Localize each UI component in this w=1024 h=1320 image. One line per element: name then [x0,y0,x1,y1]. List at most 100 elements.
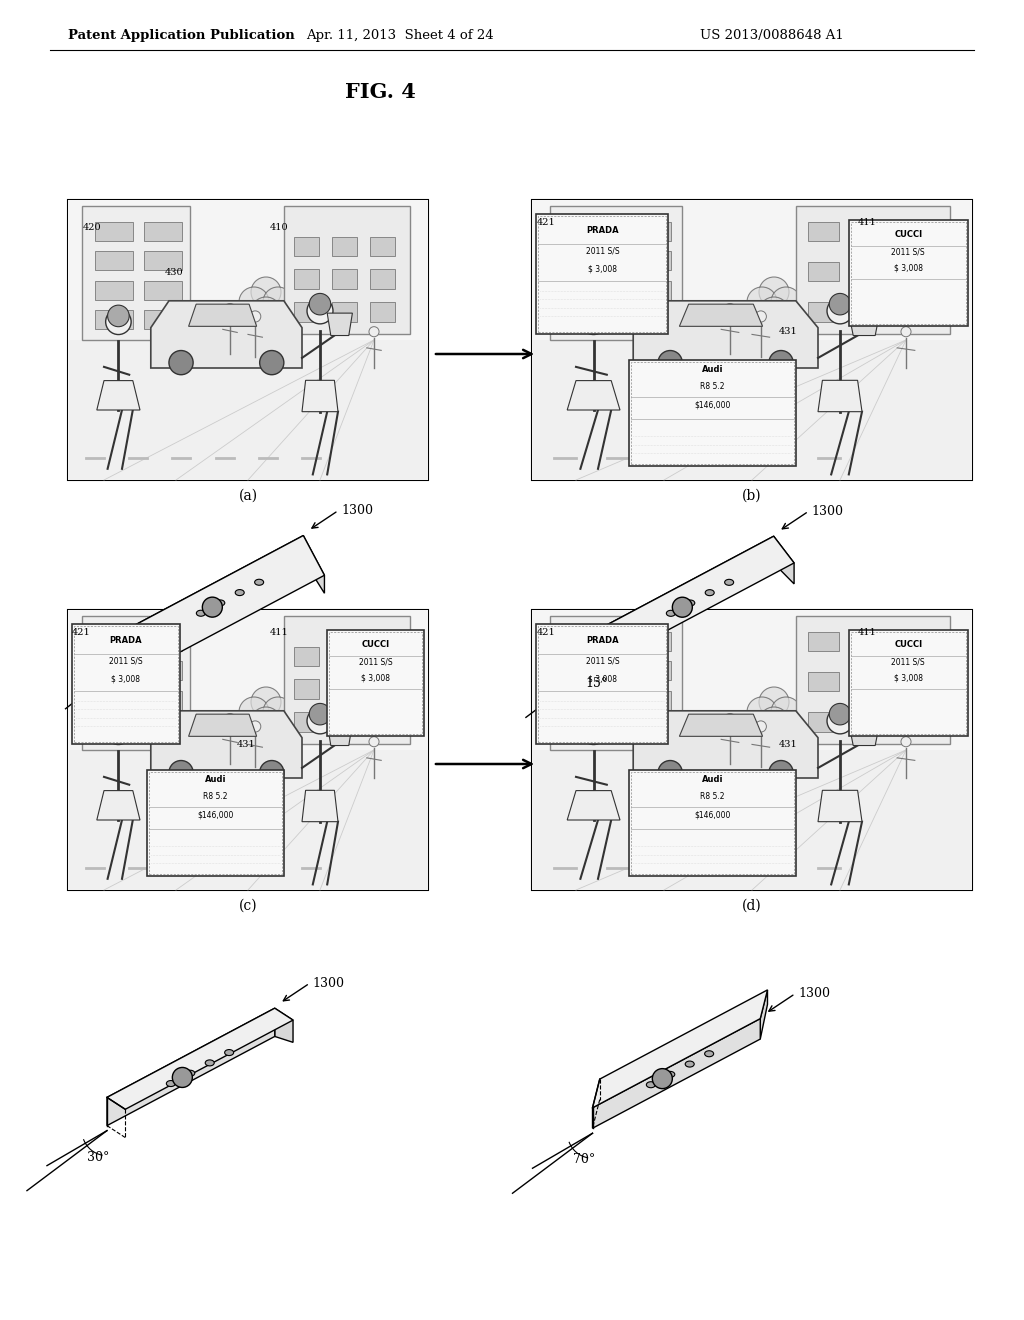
Ellipse shape [705,1051,714,1057]
Circle shape [307,708,333,734]
Bar [565,251,611,271]
Bar [631,362,794,465]
Bar [625,251,671,271]
Bar [332,713,357,731]
Text: 431: 431 [778,327,797,337]
Text: 410: 410 [269,223,288,232]
Polygon shape [106,1008,293,1109]
Bar [370,713,395,731]
Ellipse shape [667,610,676,616]
Bar [150,772,282,874]
Circle shape [169,760,194,784]
Bar [532,341,972,480]
Polygon shape [188,304,257,326]
Bar [550,206,682,341]
Circle shape [583,305,604,326]
Circle shape [827,298,853,323]
Text: 1300: 1300 [341,504,374,517]
Text: 1300: 1300 [812,504,844,517]
Bar [370,302,395,322]
Bar [625,632,671,651]
Text: (b): (b) [742,488,762,503]
Bar [144,281,182,300]
Circle shape [369,737,379,747]
Ellipse shape [166,1081,175,1086]
Circle shape [105,309,131,334]
Polygon shape [606,536,774,652]
Circle shape [759,277,790,308]
Bar [625,721,671,739]
Polygon shape [302,791,338,821]
Text: Audi: Audi [701,366,723,375]
Polygon shape [97,791,140,820]
Text: FIG. 4: FIG. 4 [344,82,416,102]
Text: $ 3,008: $ 3,008 [361,673,390,682]
Polygon shape [567,380,620,411]
Bar [370,680,395,698]
Bar [68,610,428,750]
Bar [901,302,932,322]
Polygon shape [818,791,862,821]
Bar [147,770,284,876]
Bar [625,661,671,680]
Circle shape [239,286,269,317]
Circle shape [583,715,604,737]
Polygon shape [302,380,338,412]
Bar [95,222,133,240]
Polygon shape [593,1019,760,1129]
Bar [294,713,319,731]
Bar [901,263,932,281]
Text: 411: 411 [269,628,289,636]
Bar [854,672,886,692]
Text: 411: 411 [858,218,877,227]
Text: 2011 S/S: 2011 S/S [586,657,620,665]
Text: 421: 421 [72,628,90,636]
Bar [851,631,966,734]
Bar [332,302,357,322]
Text: 420: 420 [82,223,101,232]
Bar [68,610,428,890]
Bar [294,647,319,667]
Bar [95,281,133,300]
Polygon shape [818,380,862,412]
Bar [550,615,682,750]
Polygon shape [606,536,794,652]
Circle shape [759,708,790,737]
Polygon shape [303,536,325,593]
Circle shape [652,1069,673,1089]
Bar [284,206,410,334]
Circle shape [746,286,777,317]
Bar [95,721,133,739]
Circle shape [260,351,284,375]
Bar [370,236,395,256]
Bar [95,632,133,651]
Bar [284,615,410,744]
Bar [332,680,357,698]
Bar [565,632,611,651]
Text: $ 3,008: $ 3,008 [111,675,140,684]
Polygon shape [135,536,325,664]
Bar [95,690,133,710]
Text: $ 3,008: $ 3,008 [894,264,923,273]
Text: CUCCI: CUCCI [894,230,923,239]
Text: $ 3,008: $ 3,008 [588,265,616,273]
Polygon shape [760,990,768,1039]
Text: CUCCI: CUCCI [894,640,923,648]
Text: $146,000: $146,000 [694,810,730,820]
Text: Audi: Audi [701,775,723,784]
Text: (d): (d) [742,899,762,913]
Bar [68,750,428,890]
Circle shape [759,686,790,717]
Circle shape [309,293,331,315]
Polygon shape [97,380,140,411]
Text: 1300: 1300 [799,987,830,1001]
Circle shape [581,309,606,334]
Circle shape [203,597,222,618]
Circle shape [251,277,281,308]
Circle shape [224,714,237,726]
Circle shape [746,697,777,727]
Circle shape [755,721,766,733]
Text: $146,000: $146,000 [694,400,730,409]
Bar [565,721,611,739]
Bar [631,772,794,874]
